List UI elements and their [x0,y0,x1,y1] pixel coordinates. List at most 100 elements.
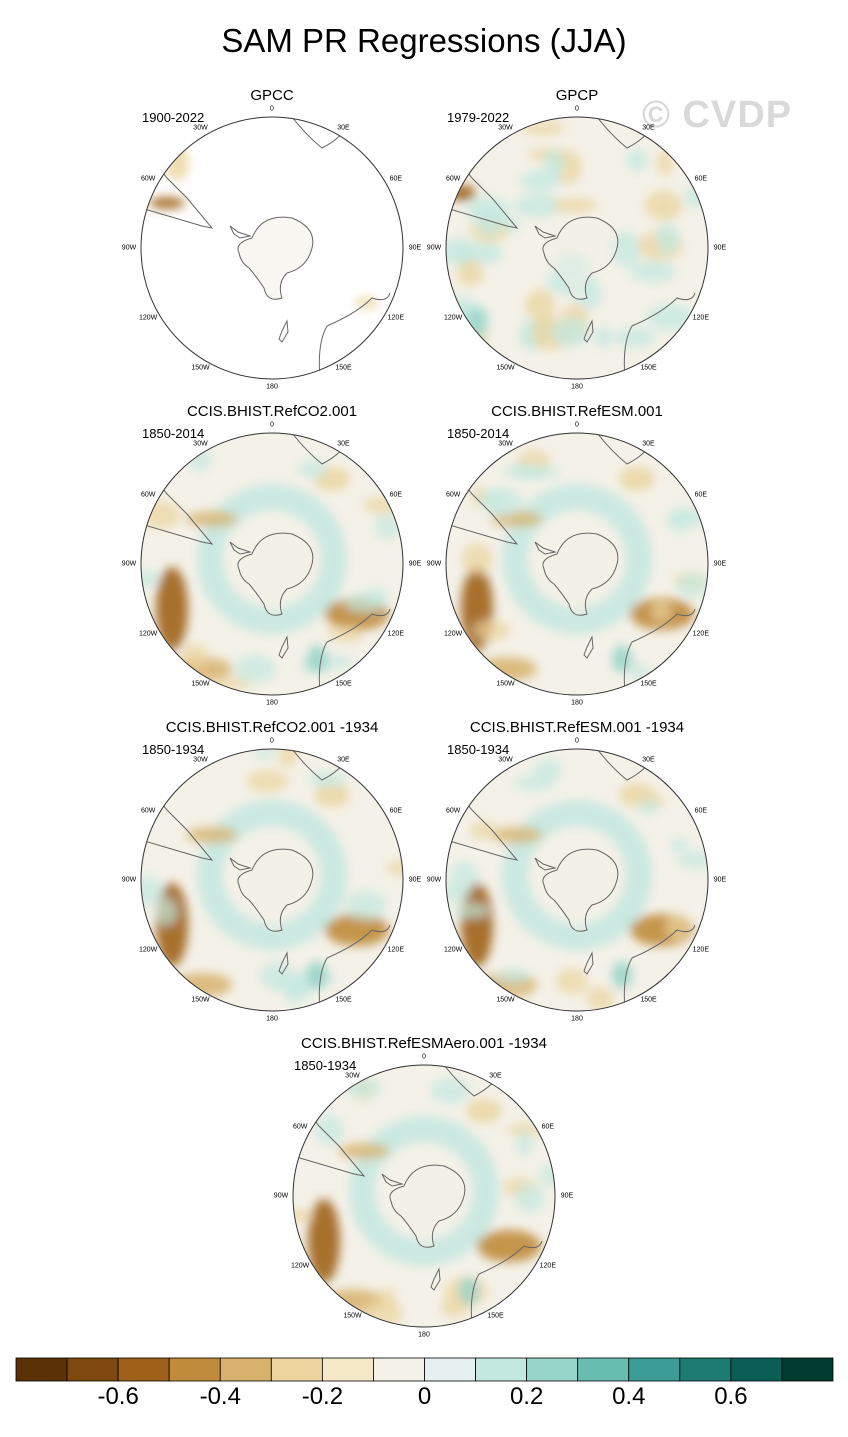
longitude-label: 120W [139,946,158,953]
longitude-label: 30W [193,756,208,764]
panel-period: 1850-1934 [294,1058,357,1073]
panel-title: CCIS.BHIST.RefESM.001 [491,403,663,420]
colorbar-tick-label: 0 [417,1383,432,1410]
longitude-label: 30E [337,756,350,764]
longitude-label: 0 [422,1053,426,1061]
longitude-label: 0 [575,105,579,113]
longitude-label: 30W [345,1072,360,1080]
longitude-label: 150E [487,1312,504,1320]
panel-title: CCIS.BHIST.RefESM.001 -1934 [469,719,685,736]
longitude-label: 90W [121,876,137,884]
panel-period: 1850-2014 [142,426,205,441]
longitude-label: 150E [640,996,657,1004]
longitude-label: 120W [444,314,463,321]
panel-period: 1850-1934 [142,742,205,757]
longitude-label: 90E [713,560,727,568]
colorbar-tick-label: 0.6 [714,1383,748,1410]
colorbar-tick-label: 0.2 [509,1383,544,1410]
panel-title: GPCP [555,87,599,104]
colorbar [15,1357,834,1382]
longitude-label: 60W [140,807,156,814]
longitude-label: 30W [498,124,513,132]
polar-map [445,432,709,696]
longitude-label: 60E [389,807,403,814]
longitude-label: 0 [270,105,274,113]
longitude-label: 180 [266,699,278,707]
longitude-label: 180 [418,1331,430,1339]
colorbar-swatch [577,1357,630,1382]
longitude-label: 150W [191,680,210,688]
longitude-label: 60E [541,1123,555,1130]
longitude-label: 180 [571,1015,583,1023]
longitude-label: 60W [445,807,461,814]
colorbar-swatch [117,1357,170,1382]
longitude-label: 30W [498,756,513,764]
colorbar-tick-label: -0.4 [199,1383,241,1410]
colorbar-swatch [628,1357,681,1382]
longitude-label: 60W [140,175,156,182]
longitude-label: 90E [408,876,422,884]
colorbar-swatch [168,1357,221,1382]
longitude-label: 120E [539,1262,557,1269]
panel-title: GPCC [250,87,294,104]
longitude-label: 0 [575,421,579,429]
longitude-label: 180 [266,1015,278,1023]
colorbar-swatch [679,1357,732,1382]
longitude-label: 120W [444,946,463,953]
longitude-label: 60E [694,807,708,814]
panel-title: CCIS.BHIST.RefESMAero.001 -1934 [301,1035,547,1052]
longitude-label: 60E [694,491,708,498]
longitude-label: 30W [193,440,208,448]
longitude-label: 150E [640,364,657,372]
longitude-label: 180 [571,699,583,707]
colorbar-swatch [219,1357,272,1382]
colorbar-swatch [526,1357,579,1382]
panel-period: 1900-2022 [142,110,205,125]
figure-title: SAM PR Regressions (JJA) [221,22,627,59]
longitude-label: 90W [426,876,442,884]
longitude-label: 150E [335,680,352,688]
longitude-label: 120E [387,946,405,953]
colorbar-tick-label: -0.2 [301,1383,344,1410]
watermark: © CVDP [642,94,793,136]
panel-period: 1979-2022 [447,110,510,125]
colorbar-swatch [424,1357,476,1382]
longitude-label: 120W [139,314,158,321]
longitude-label: 120W [291,1262,310,1269]
longitude-label: 120E [692,630,710,637]
longitude-label: 180 [571,383,583,391]
longitude-label: 120E [692,946,710,953]
longitude-label: 0 [270,737,274,745]
longitude-label: 0 [575,737,579,745]
longitude-label: 150W [343,1312,362,1320]
longitude-label: 90E [713,244,727,252]
colorbar-swatch [475,1357,528,1382]
colorbar-swatch [730,1357,783,1382]
longitude-label: 90E [408,244,422,252]
colorbar-tick-label: 0.4 [612,1383,646,1410]
longitude-label: 150W [191,996,210,1004]
panel-period: 1850-2014 [447,426,510,441]
colorbar-swatch [15,1357,68,1382]
panel-title: CCIS.BHIST.RefCO2.001 [186,403,358,420]
longitude-label: 60W [140,491,156,498]
longitude-label: 120E [387,314,405,321]
longitude-label: 150W [496,996,515,1004]
longitude-label: 60W [445,491,461,498]
colorbar-swatch [321,1357,374,1382]
longitude-label: 90E [713,876,727,884]
longitude-label: 120W [444,630,463,637]
longitude-label: 90W [273,1192,289,1200]
colorbar-swatch [373,1357,425,1382]
polar-map [445,116,709,380]
longitude-label: 30E [337,124,350,132]
longitude-label: 90W [426,560,442,568]
longitude-label: 90W [121,244,137,252]
polar-map [445,748,709,1012]
polar-map [292,1064,556,1328]
longitude-label: 60E [694,175,708,182]
polar-map [140,432,404,696]
colorbar-swatch [270,1357,323,1382]
longitude-label: 30E [642,756,655,764]
longitude-label: 30E [489,1072,502,1080]
